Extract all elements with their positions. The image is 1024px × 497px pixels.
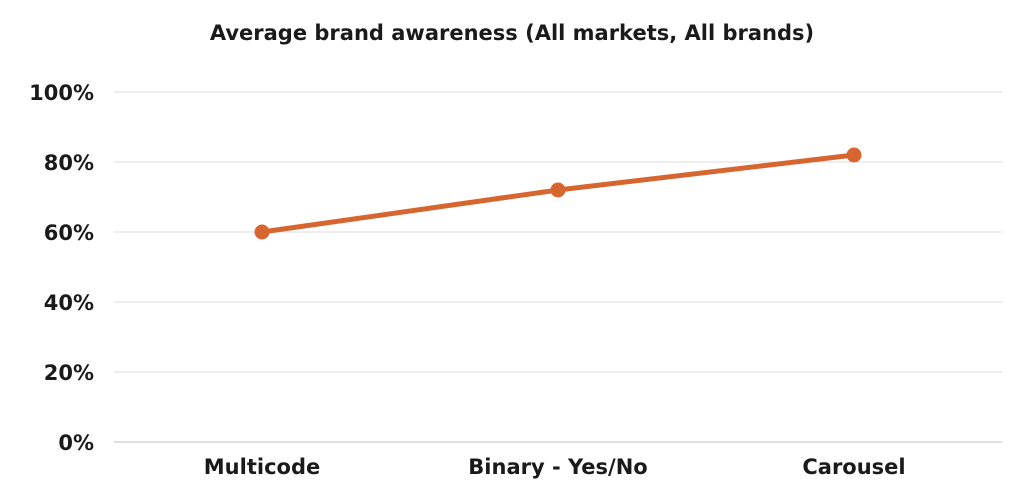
y-tick-label: 60%: [44, 221, 94, 245]
chart-title: Average brand awareness (All markets, Al…: [210, 21, 814, 45]
y-axis-ticks: 0% 20% 40% 60% 80% 100%: [29, 81, 94, 455]
y-tick-label: 40%: [44, 291, 94, 315]
x-tick-label: Carousel: [802, 455, 905, 479]
y-tick-label: 80%: [44, 151, 94, 175]
series-layer: [254, 147, 862, 240]
x-axis-ticks: Multicode Binary - Yes/No Carousel: [204, 455, 906, 479]
data-point: [846, 147, 862, 163]
x-tick-label: Binary - Yes/No: [468, 455, 647, 479]
y-tick-label: 100%: [29, 81, 94, 105]
data-point: [254, 224, 270, 240]
gridlines: [114, 91, 1002, 443]
y-tick-label: 0%: [58, 431, 94, 455]
x-tick-label: Multicode: [204, 455, 320, 479]
y-tick-label: 20%: [44, 361, 94, 385]
data-point: [550, 182, 566, 198]
